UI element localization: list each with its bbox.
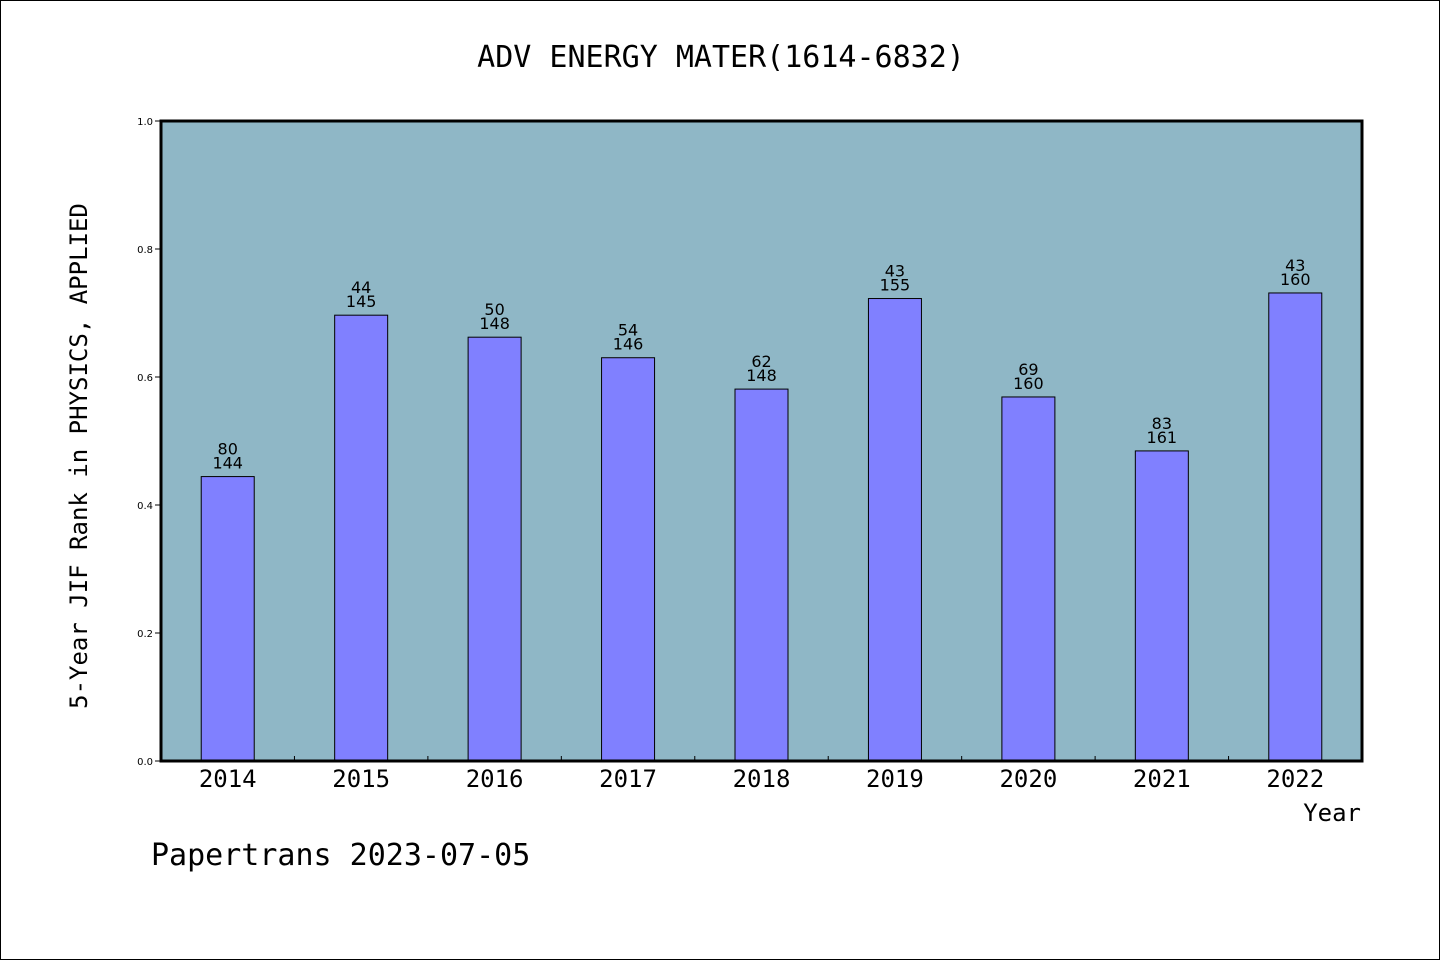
y-tick-label: 0.2 [137,629,153,640]
data-label-rank: 44 [351,278,371,297]
x-tick-label: 2017 [599,765,657,793]
bar-2017 [601,357,656,762]
bar-2020 [1001,396,1056,762]
data-label-rank: 50 [484,300,504,319]
bars [200,292,1323,762]
bar-2014 [200,476,255,762]
plot-border [159,119,1364,763]
x-tick-label: 2020 [999,765,1057,793]
data-label-total: 148 [479,314,510,333]
y-axis-label: 5-Year JIF Rank in PHYSICS, APPLIED [65,203,93,709]
x-axis-label: Year [1303,799,1361,827]
footer-credit: Papertrans 2023-07-05 [151,838,530,873]
x-tick-label: 2018 [733,765,791,793]
data-label-rank: 43 [1285,256,1305,275]
bar-2018 [734,388,789,762]
data-label-total: 146 [613,335,644,354]
x-tick-label: 2016 [466,765,524,793]
data-label-total: 160 [1280,270,1311,289]
data-label-total: 155 [880,276,911,295]
x-tick-label: 2019 [866,765,924,793]
data-label-rank: 69 [1018,360,1038,379]
y-tick-label: 0.4 [137,501,153,512]
data-label-total: 145 [346,292,377,311]
y-tick-label: 0.6 [137,373,153,384]
x-axis-ticks: 2014 2015 2016 2017 2018 2019 2020 2021 2022 [199,756,1324,793]
y-tick-label: 0.8 [137,245,153,256]
bar-2019 [867,298,922,762]
bar-2015 [334,314,389,762]
x-tick-label: 2014 [199,765,257,793]
y-axis-ticks: 0.0 0.2 0.4 0.6 0.8 1.0 [137,117,161,768]
data-label-rank: 83 [1152,414,1172,433]
x-tick-label: 2015 [332,765,390,793]
chart-title: ADV ENERGY MATER(1614-6832) [477,40,965,75]
data-label-total: 161 [1147,428,1178,447]
bar-2022 [1268,292,1323,762]
data-label-rank: 62 [751,352,771,371]
y-tick-label: 1.0 [137,117,153,128]
data-label-total: 144 [212,454,243,473]
data-label-rank: 43 [885,262,905,281]
x-tick-label: 2022 [1266,765,1324,793]
data-label-rank: 80 [218,440,238,459]
data-label-total: 160 [1013,374,1044,393]
data-label-rank: 54 [618,321,638,340]
data-label-total: 148 [746,366,777,385]
bar-2016 [467,336,522,762]
y-tick-label: 0.0 [137,757,153,768]
bar-2021 [1134,450,1189,762]
x-tick-label: 2021 [1133,765,1191,793]
